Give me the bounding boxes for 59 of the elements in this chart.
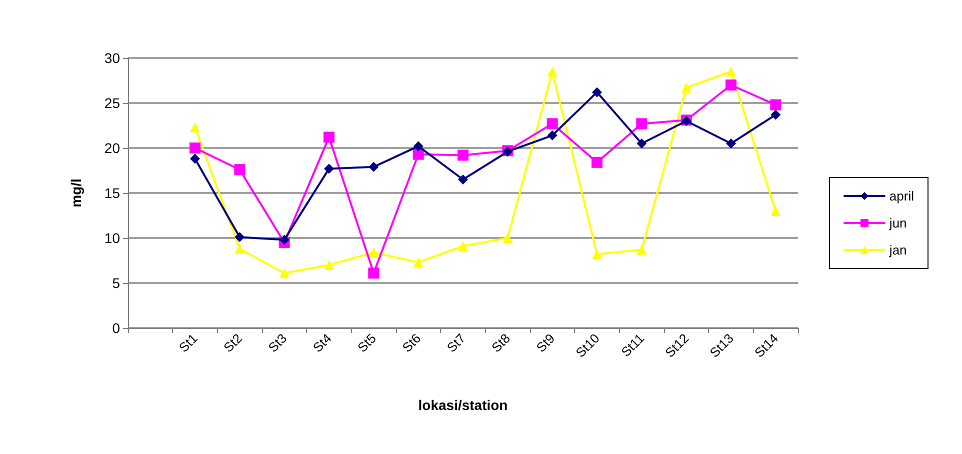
point (726, 138, 736, 148)
point (234, 244, 245, 254)
point (234, 232, 245, 242)
x-tick-label: St11 (618, 330, 647, 360)
legend-label: april (889, 188, 914, 204)
point (726, 66, 736, 76)
point (368, 162, 379, 172)
y-tick-label: 20 (104, 140, 120, 156)
x-tick-label: St9 (533, 330, 558, 356)
point (636, 244, 647, 255)
y-axis-title: mg/l (68, 178, 84, 208)
point (770, 110, 781, 120)
y-tick-label: 5 (112, 275, 120, 291)
point (592, 87, 602, 98)
x-tick-label: St8 (488, 330, 513, 356)
point (368, 268, 380, 279)
legend-label: jun (888, 216, 907, 230)
point (546, 118, 558, 130)
x-tick-label: St7 (444, 330, 468, 356)
point (234, 164, 246, 176)
x-tick-label: St3 (265, 330, 290, 356)
point (592, 156, 602, 168)
x-tick-label: St1 (176, 330, 200, 356)
point (547, 130, 558, 140)
legend-label: jan (888, 242, 907, 258)
point (324, 132, 334, 143)
x-tick-label: St4 (310, 330, 334, 356)
y-tick-label: 10 (104, 230, 120, 246)
point (279, 268, 290, 278)
point (592, 249, 602, 260)
x-tick-label: St6 (399, 330, 424, 356)
point (726, 80, 736, 90)
point (279, 234, 290, 245)
point (770, 99, 782, 110)
point (413, 257, 424, 268)
y-tick-label: 0 (112, 320, 120, 336)
point (413, 141, 424, 152)
point (458, 241, 468, 252)
point (324, 164, 334, 174)
point (547, 66, 558, 76)
y-tick-label: 30 (104, 50, 120, 66)
x-tick-label: St2 (220, 330, 245, 356)
point (502, 233, 513, 243)
point (458, 150, 468, 161)
y-tick-label: 15 (104, 185, 120, 201)
point (636, 138, 647, 148)
point (770, 206, 781, 216)
point (636, 118, 648, 130)
x-axis-title: lokasi/station (418, 397, 508, 413)
point (190, 122, 200, 132)
point (412, 148, 424, 160)
x-tick-label: St5 (354, 330, 379, 356)
point (458, 174, 468, 184)
point (190, 142, 200, 154)
point (681, 82, 692, 93)
point (368, 247, 379, 258)
y-tick-label: 25 (104, 95, 120, 111)
point (324, 260, 334, 270)
point (190, 154, 200, 164)
